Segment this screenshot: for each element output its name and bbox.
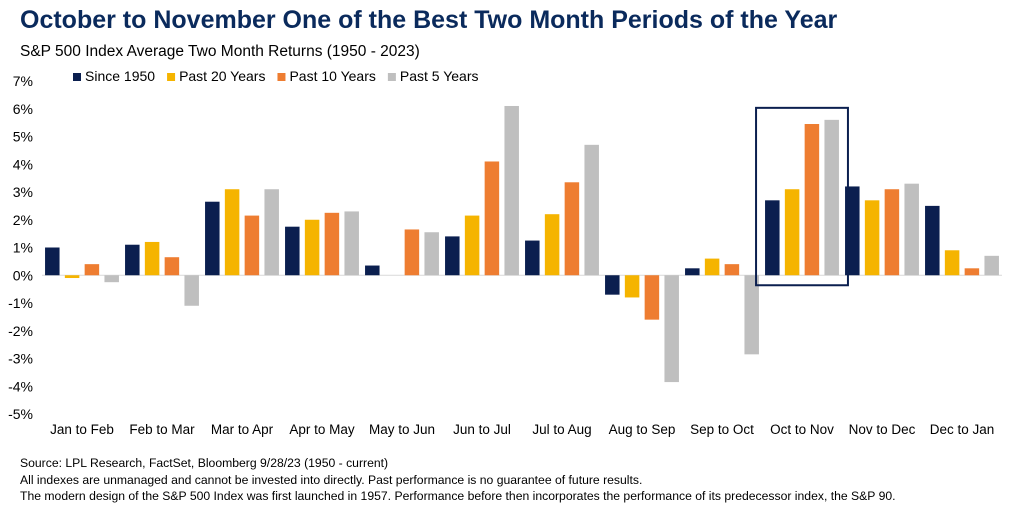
bar-apr-to-may-past-20-years <box>304 219 320 276</box>
bar-jul-to-aug-past-10-years <box>564 182 580 276</box>
bar-aug-to-sep-since-1950 <box>605 275 620 295</box>
x-tick-label: May to Jun <box>369 422 435 437</box>
bar-sep-to-oct-since-1950 <box>685 268 700 276</box>
bar-mar-to-apr-past-5-years <box>264 189 279 276</box>
bar-oct-to-nov-past-5-years <box>824 119 839 276</box>
bar-mar-to-apr-past-20-years <box>224 189 240 276</box>
bar-jan-to-feb-past-5-years <box>104 275 119 283</box>
legend-label: Since 1950 <box>85 68 155 84</box>
x-tick-label: Feb to Mar <box>129 422 195 437</box>
y-tick-label: 4% <box>13 156 33 172</box>
legend-swatch <box>167 73 176 81</box>
x-tick-label: Oct to Nov <box>770 422 834 437</box>
y-tick-label: 7% <box>13 73 33 89</box>
bar-jun-to-jul-past-10-years <box>484 161 500 276</box>
bar-dec-to-jan-past-20-years <box>944 250 960 276</box>
y-tick-label: 5% <box>13 129 33 145</box>
legend-swatch <box>73 73 81 81</box>
bar-sep-to-oct-past-5-years <box>744 275 759 355</box>
bar-feb-to-mar-since-1950 <box>125 244 140 276</box>
bar-may-to-jun-since-1950 <box>365 265 380 276</box>
bar-dec-to-jan-since-1950 <box>925 205 940 276</box>
footer: Source: LPL Research, FactSet, Bloomberg… <box>20 455 896 505</box>
x-tick-label: Aug to Sep <box>609 422 676 437</box>
chart-subtitle: S&P 500 Index Average Two Month Returns … <box>20 43 420 60</box>
x-tick-label: Mar to Apr <box>211 422 274 437</box>
bar-aug-to-sep-past-5-years <box>664 275 679 383</box>
bar-jul-to-aug-since-1950 <box>525 240 540 276</box>
bar-feb-to-mar-past-20-years <box>144 241 160 276</box>
bar-nov-to-dec-past-5-years <box>904 183 919 276</box>
bar-jul-to-aug-past-5-years <box>584 144 599 276</box>
bar-nov-to-dec-since-1950 <box>845 186 860 276</box>
y-tick-label: 0% <box>13 267 33 283</box>
bar-apr-to-may-since-1950 <box>285 226 300 276</box>
y-tick-label: 6% <box>13 101 33 117</box>
legend-swatch <box>387 73 396 81</box>
bar-oct-to-nov-since-1950 <box>765 200 780 276</box>
y-tick-label: -5% <box>8 406 33 422</box>
bar-nov-to-dec-past-20-years <box>864 200 880 276</box>
bar-jun-to-jul-past-20-years <box>464 215 480 276</box>
bar-jan-to-feb-past-20-years <box>64 275 80 279</box>
x-tick-label: Apr to May <box>289 422 355 437</box>
bar-may-to-jun-past-10-years <box>404 229 420 276</box>
legend-label: Past 20 Years <box>179 68 265 84</box>
bar-dec-to-jan-past-5-years <box>984 255 999 276</box>
bar-aug-to-sep-past-20-years <box>624 275 640 298</box>
bar-jan-to-feb-since-1950 <box>45 247 60 276</box>
y-tick-label: -1% <box>8 295 33 311</box>
y-tick-label: 3% <box>13 184 33 200</box>
disclaimer-line-1: All indexes are unmanaged and cannot be … <box>20 472 643 487</box>
bar-sep-to-oct-past-10-years <box>724 264 740 276</box>
chart-title: October to November One of the Best Two … <box>20 6 838 34</box>
bar-aug-to-sep-past-10-years <box>644 275 660 320</box>
legend-label: Past 5 Years <box>400 68 479 84</box>
source-note: Source: LPL Research, FactSet, Bloomberg… <box>20 456 389 470</box>
x-tick-label: Jan to Feb <box>50 422 114 437</box>
bar-feb-to-mar-past-5-years <box>184 275 199 306</box>
bar-mar-to-apr-since-1950 <box>205 201 220 276</box>
x-tick-label: Dec to Jan <box>930 422 995 437</box>
legend-label: Past 10 Years <box>289 68 375 84</box>
x-tick-label: Nov to Dec <box>849 422 916 437</box>
x-tick-label: Jul to Aug <box>532 422 591 437</box>
y-tick-label: -3% <box>8 351 33 367</box>
bar-apr-to-may-past-10-years <box>324 212 340 276</box>
legend-swatch <box>277 73 286 81</box>
y-tick-label: -2% <box>8 323 33 339</box>
bar-nov-to-dec-past-10-years <box>884 189 900 276</box>
bar-dec-to-jan-past-10-years <box>964 268 980 276</box>
bar-may-to-jun-past-5-years <box>424 232 439 276</box>
x-tick-label: Sep to Oct <box>690 422 754 437</box>
bar-sep-to-oct-past-20-years <box>704 258 720 276</box>
bar-jun-to-jul-since-1950 <box>445 236 460 276</box>
bar-jun-to-jul-past-5-years <box>504 105 519 276</box>
bar-feb-to-mar-past-10-years <box>164 257 180 276</box>
bar-jul-to-aug-past-20-years <box>544 214 560 276</box>
y-tick-label: -4% <box>8 378 33 394</box>
bar-jan-to-feb-past-10-years <box>84 264 100 276</box>
y-tick-label: 1% <box>13 240 33 256</box>
bar-oct-to-nov-past-20-years <box>784 189 800 276</box>
y-tick-label: 2% <box>13 212 33 228</box>
disclaimer-line-2: The modern design of the S&P 500 Index w… <box>20 489 896 503</box>
x-tick-label: Jun to Jul <box>453 422 511 437</box>
bar-oct-to-nov-past-10-years <box>804 124 820 276</box>
bar-apr-to-may-past-5-years <box>344 211 359 276</box>
bar-mar-to-apr-past-10-years <box>244 215 260 276</box>
